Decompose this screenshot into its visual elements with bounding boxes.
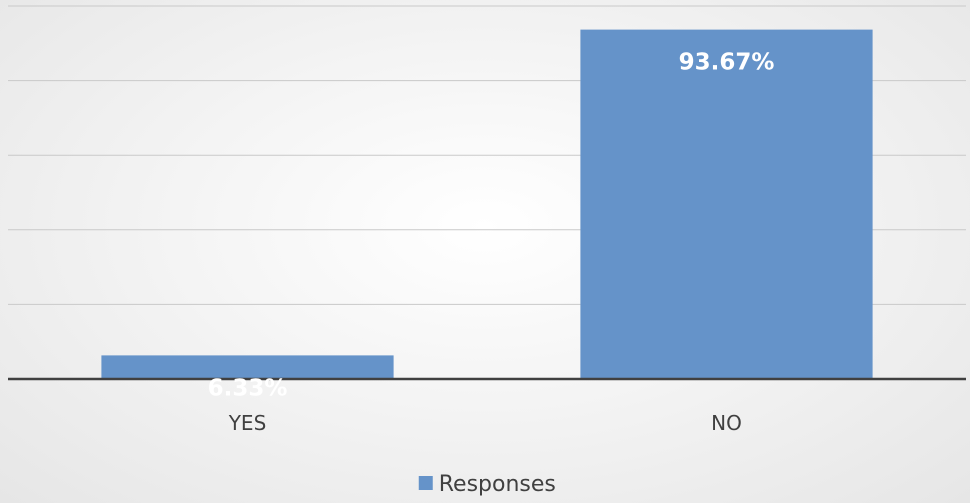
bars — [101, 29, 873, 379]
legend: Responses — [418, 472, 556, 497]
x-tick-yes: YES — [228, 411, 267, 435]
bar-yes — [101, 355, 394, 379]
legend-swatch — [418, 476, 433, 490]
data-label-yes: 6.33% — [208, 375, 288, 401]
data-labels: 6.33% 93.67% — [208, 50, 775, 402]
x-tick-no: NO — [711, 411, 742, 435]
x-tick-labels: YES NO — [228, 411, 742, 435]
legend-label: Responses — [439, 472, 556, 497]
data-label-no: 93.67% — [679, 50, 775, 76]
bar-no — [580, 29, 873, 379]
